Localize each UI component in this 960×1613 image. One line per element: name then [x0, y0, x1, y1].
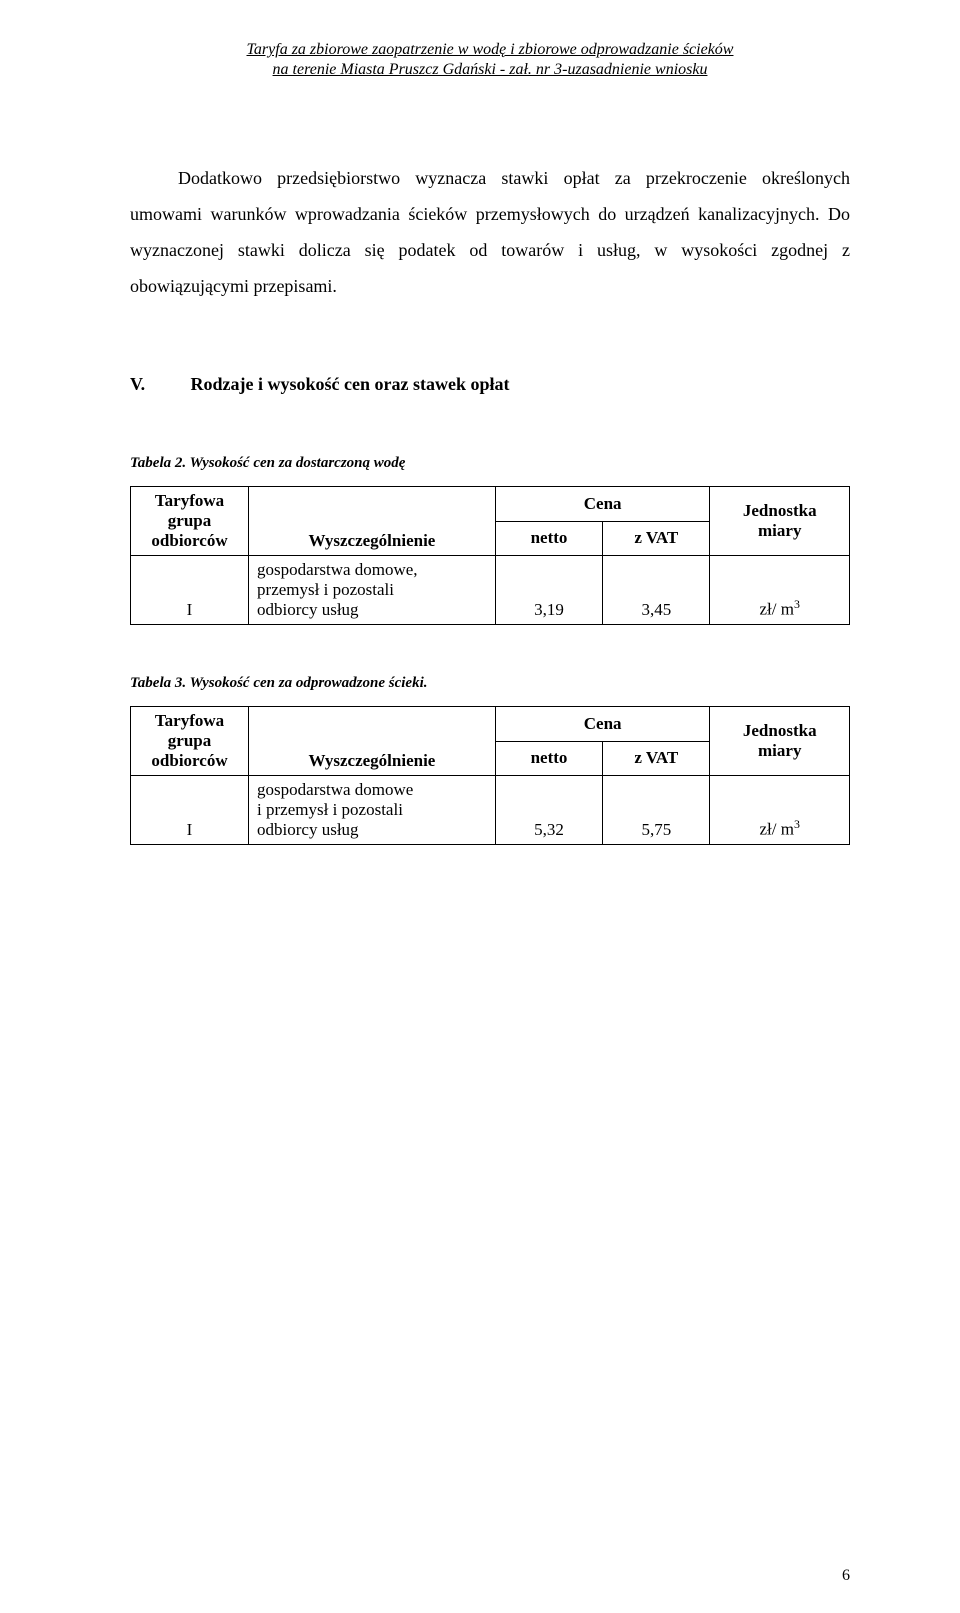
th-group-l1: Taryfowa [155, 491, 224, 510]
th-group-l2: grupa [168, 511, 211, 530]
paragraph-1: Dodatkowo przedsiębiorstwo wyznacza staw… [130, 160, 850, 304]
td-netto: 5,32 [495, 776, 602, 845]
th-spec: Wyszczególnienie [249, 487, 496, 556]
section-title: Rodzaje i wysokość cen oraz stawek opłat [191, 374, 510, 394]
td-spec-l2: i przemysł i pozostali [257, 800, 403, 819]
td-spec-l1: gospodarstwa domowe, [257, 560, 418, 579]
header-line-2: na terenie Miasta Pruszcz Gdański - zał.… [130, 60, 850, 80]
page-header: Taryfa za zbiorowe zaopatrzenie w wodę i… [130, 40, 850, 80]
td-netto: 3,19 [495, 556, 602, 625]
th-unit-l2: miary [758, 521, 801, 540]
th-spec: Wyszczególnienie [249, 707, 496, 776]
td-spec-l3: odbiorcy usług [257, 820, 359, 839]
table-3-caption: Tabela 3. Wysokość cen za odprowadzone ś… [130, 675, 850, 692]
td-group: I [131, 776, 249, 845]
th-zvat: z VAT [603, 521, 710, 556]
section-heading: V. Rodzaje i wysokość cen oraz stawek op… [130, 374, 850, 395]
th-group-l3: odbiorców [151, 751, 227, 770]
td-unit-exp: 3 [794, 597, 800, 611]
td-group: I [131, 556, 249, 625]
page: Taryfa za zbiorowe zaopatrzenie w wodę i… [0, 0, 960, 1613]
th-group-l2: grupa [168, 731, 211, 750]
th-cena: Cena [495, 487, 710, 522]
th-group: Taryfowa grupa odbiorców [131, 707, 249, 776]
table-3-header-row-1: Taryfowa grupa odbiorców Wyszczególnieni… [131, 707, 850, 742]
section-roman: V. [130, 374, 186, 395]
th-group-l3: odbiorców [151, 531, 227, 550]
th-unit: Jednostka miary [710, 487, 850, 556]
td-spec-l3: odbiorcy usług [257, 600, 359, 619]
th-unit-l1: Jednostka [743, 721, 817, 740]
th-unit-l2: miary [758, 741, 801, 760]
td-spec-l1: gospodarstwa domowe [257, 780, 413, 799]
table-3: Taryfowa grupa odbiorców Wyszczególnieni… [130, 706, 850, 845]
th-netto: netto [495, 521, 602, 556]
td-spec: gospodarstwa domowe, przemysł i pozostal… [249, 556, 496, 625]
table-2: Taryfowa grupa odbiorców Wyszczególnieni… [130, 486, 850, 625]
td-unit: zł/ m3 [710, 556, 850, 625]
th-group-l1: Taryfowa [155, 711, 224, 730]
th-unit-l1: Jednostka [743, 501, 817, 520]
th-netto: netto [495, 741, 602, 776]
td-spec-l2: przemysł i pozostali [257, 580, 394, 599]
header-line-1: Taryfa za zbiorowe zaopatrzenie w wodę i… [130, 40, 850, 60]
td-spec: gospodarstwa domowe i przemysł i pozosta… [249, 776, 496, 845]
page-number: 6 [842, 1567, 850, 1585]
th-cena: Cena [495, 707, 710, 742]
td-zvat: 3,45 [603, 556, 710, 625]
td-unit-exp: 3 [794, 817, 800, 831]
td-zvat: 5,75 [603, 776, 710, 845]
table-2-header-row-1: Taryfowa grupa odbiorców Wyszczególnieni… [131, 487, 850, 522]
td-unit-base: zł/ m [760, 600, 794, 619]
td-unit-base: zł/ m [760, 820, 794, 839]
table-3-row: I gospodarstwa domowe i przemysł i pozos… [131, 776, 850, 845]
th-group: Taryfowa grupa odbiorców [131, 487, 249, 556]
th-zvat: z VAT [603, 741, 710, 776]
body-text: Dodatkowo przedsiębiorstwo wyznacza staw… [130, 160, 850, 304]
table-2-row: I gospodarstwa domowe, przemysł i pozost… [131, 556, 850, 625]
td-unit: zł/ m3 [710, 776, 850, 845]
table-2-caption: Tabela 2. Wysokość cen za dostarczoną wo… [130, 455, 850, 472]
th-unit: Jednostka miary [710, 707, 850, 776]
